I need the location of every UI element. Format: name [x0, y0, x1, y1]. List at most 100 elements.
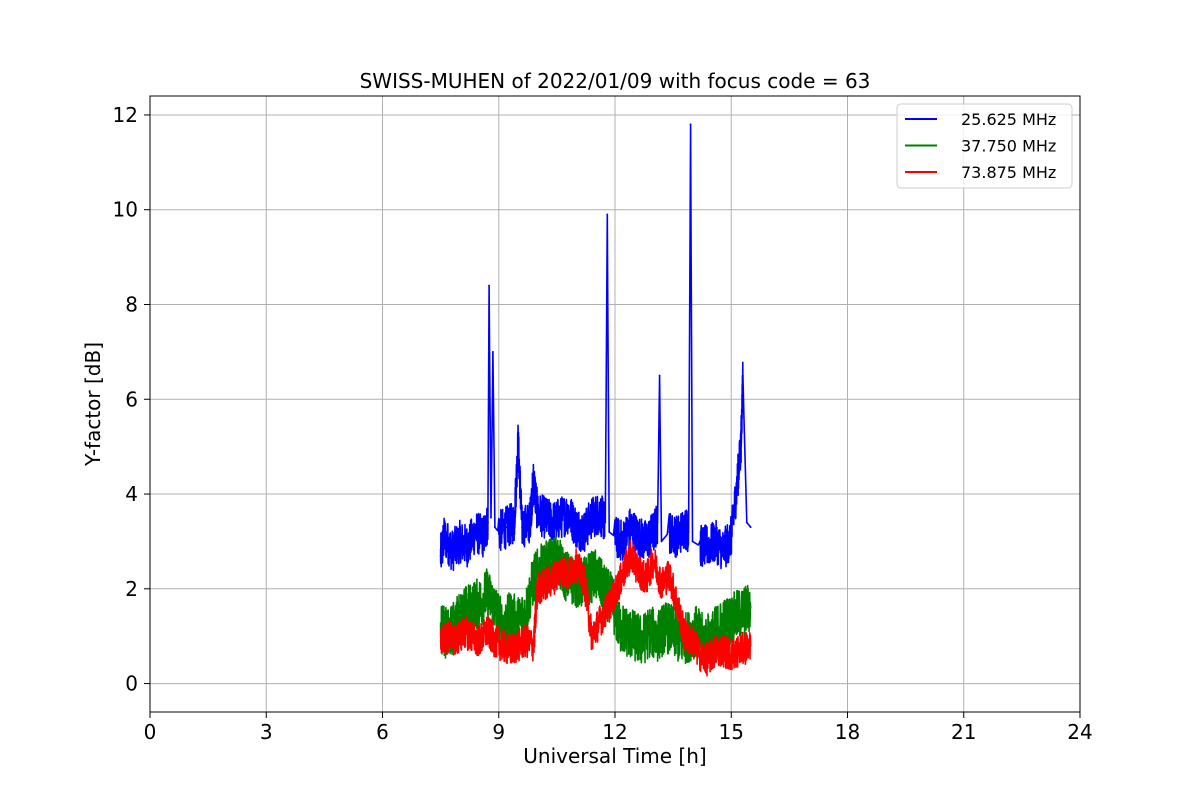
data-point	[668, 573, 671, 576]
data-point	[470, 635, 473, 638]
data-point	[439, 554, 442, 557]
legend: 25.625 MHz 37.750 MHz 73.875 MHz	[896, 103, 1073, 189]
data-point	[490, 516, 492, 519]
data-point	[493, 526, 496, 529]
y-axis-ticks: 0 2 4 6 8 10 12	[113, 103, 150, 696]
data-point	[652, 559, 655, 562]
data-point	[486, 592, 489, 595]
data-point	[505, 526, 508, 529]
series-line-1	[439, 534, 752, 665]
data-point	[625, 630, 628, 633]
data-point	[683, 526, 686, 529]
y-tick-label: 8	[125, 292, 138, 316]
data-point	[544, 583, 547, 585]
x-tick-label: 9	[492, 720, 505, 744]
data-point	[466, 545, 469, 548]
data-point	[532, 578, 535, 581]
data-point	[509, 649, 512, 652]
data-point	[501, 644, 504, 647]
data-point	[683, 635, 686, 638]
data-point	[658, 374, 661, 377]
data-point	[689, 123, 692, 126]
x-tick-label: 18	[835, 720, 860, 744]
data-point	[552, 521, 554, 524]
data-point	[524, 611, 527, 614]
data-point	[552, 578, 554, 581]
data-point	[691, 640, 694, 642]
data-point	[517, 644, 520, 647]
data-point	[540, 568, 543, 571]
x-tick-label: 12	[602, 720, 627, 744]
data-point	[439, 625, 442, 628]
data-point	[614, 592, 616, 595]
data-point	[637, 568, 640, 571]
data-point	[532, 644, 535, 647]
data-point	[583, 531, 585, 533]
data-point	[470, 606, 473, 609]
data-point	[567, 573, 570, 576]
data-point	[521, 526, 523, 529]
data-point	[660, 540, 663, 543]
legend-box	[896, 103, 1073, 189]
data-point	[544, 516, 547, 519]
data-point	[493, 606, 496, 609]
series-2	[439, 540, 752, 677]
data-point	[614, 535, 616, 538]
data-point	[583, 578, 585, 581]
data-point	[447, 635, 450, 638]
series-area	[439, 123, 752, 677]
data-point	[482, 535, 485, 538]
x-tick-label: 3	[260, 720, 273, 744]
data-point	[718, 625, 721, 628]
data-point	[559, 568, 562, 571]
data-point	[676, 535, 678, 538]
data-point	[652, 531, 655, 533]
y-tick-label: 0	[125, 672, 138, 696]
data-point	[509, 616, 512, 619]
legend-label: 73.875 MHz	[961, 163, 1056, 182]
data-point	[606, 213, 609, 216]
x-tick-label: 15	[719, 720, 744, 744]
data-point	[633, 635, 636, 638]
data-point	[606, 606, 609, 609]
data-point	[714, 649, 717, 652]
y-axis-label: Y-factor [dB]	[81, 342, 105, 467]
y-tick-label: 2	[125, 577, 138, 601]
data-point	[488, 284, 490, 287]
data-point	[641, 640, 644, 642]
data-point	[517, 621, 520, 623]
data-point	[532, 478, 535, 481]
data-point	[497, 531, 500, 533]
data-point	[590, 516, 593, 519]
data-point	[672, 630, 675, 633]
data-point	[656, 521, 659, 524]
data-point	[621, 573, 624, 576]
chart-title: SWISS-MUHEN of 2022/01/09 with focus cod…	[360, 69, 871, 93]
data-point	[513, 521, 516, 524]
data-point	[598, 512, 601, 514]
data-point	[528, 521, 531, 524]
data-point	[602, 587, 605, 590]
data-point	[524, 640, 527, 642]
data-point	[536, 587, 539, 590]
x-tick-label: 21	[951, 720, 976, 744]
data-point	[668, 531, 671, 533]
data-point	[455, 640, 458, 642]
data-point	[629, 526, 632, 529]
y-tick-label: 12	[113, 103, 138, 127]
x-tick-label: 24	[1067, 720, 1092, 744]
y-tick-label: 4	[125, 482, 138, 506]
data-point	[736, 483, 738, 486]
data-point	[559, 516, 562, 519]
data-point	[730, 654, 733, 657]
legend-label: 25.625 MHz	[961, 110, 1056, 129]
data-point	[676, 602, 678, 604]
y-tick-label: 6	[125, 387, 138, 411]
data-point	[660, 583, 663, 585]
series-0	[439, 123, 752, 571]
data-point	[608, 531, 611, 533]
data-point	[492, 350, 494, 353]
x-axis-label: Universal Time [h]	[523, 744, 706, 768]
x-tick-label: 6	[376, 720, 389, 744]
data-point	[478, 640, 481, 642]
